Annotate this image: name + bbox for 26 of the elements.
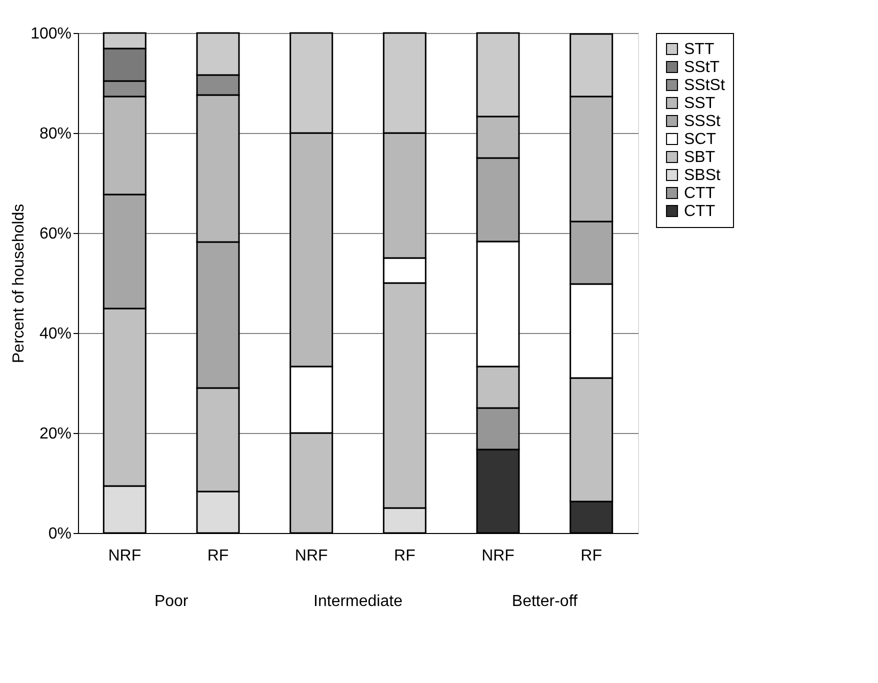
y-tick-label: 40% (39, 326, 72, 342)
x-tick-label: RF (207, 548, 229, 564)
x-tick-label: NRF (108, 548, 142, 564)
text: Better-off (512, 593, 578, 610)
y-tick-label: 20% (39, 426, 72, 442)
y-tick-label: 80% (39, 126, 72, 142)
y-tick-label: 100% (30, 26, 72, 42)
legend-label: CTT (684, 185, 716, 202)
x-tick-label: RF (394, 548, 416, 564)
y-tick-label: 0% (48, 526, 72, 542)
x-tick-label: NRF (482, 548, 515, 564)
x-tick-label: NRF (294, 548, 328, 564)
legend-label: SST (684, 95, 716, 112)
legend-label: SBT (684, 149, 716, 166)
legend-label: CTT (684, 203, 716, 220)
legend-label: SBSt (684, 167, 722, 184)
legend-label: SCT (684, 131, 716, 148)
legend-label: STT (684, 41, 714, 58)
text: Intermediate (314, 593, 403, 610)
legend-label: SStT (684, 59, 720, 76)
legend-label: SStSt (684, 77, 726, 94)
y-axis-title: Percent of households (10, 204, 28, 364)
y-tick-label: 60% (39, 226, 72, 242)
legend-label: SSSt (684, 113, 722, 130)
x-tick-label: RF (580, 548, 602, 564)
text: Poor (154, 593, 189, 610)
